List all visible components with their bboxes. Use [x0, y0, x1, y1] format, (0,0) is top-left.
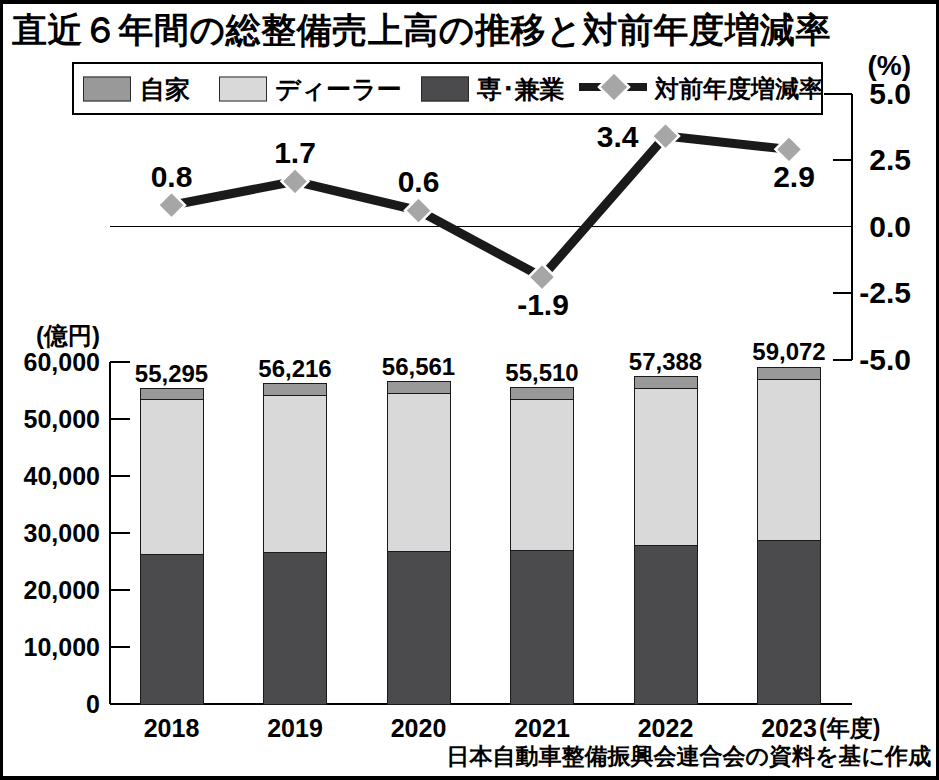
bar-total-label: 56,561: [382, 353, 455, 380]
bar-segment-sen_kengyo: [387, 551, 450, 704]
source-caption: 日本自動車整備振興会連合会の資料を基に作成: [446, 741, 931, 772]
bar-total-label: 55,295: [135, 360, 208, 387]
bar-segment-dealer: [511, 399, 574, 551]
bar-segment-dealer: [758, 380, 821, 541]
year-axis-suffix: (年度): [819, 715, 880, 741]
bar-segment-jika: [387, 382, 450, 394]
year-label: 2018: [144, 714, 200, 742]
bar-segment-dealer: [634, 389, 697, 546]
bar-segment-sen_kengyo: [140, 554, 203, 704]
rate-marker: [282, 168, 309, 195]
rate-marker: [776, 136, 803, 163]
left-axis-tick-label: 20,000: [24, 576, 100, 604]
bar-total-label: 59,072: [752, 338, 825, 365]
left-axis-tick-label: 60,000: [24, 348, 100, 376]
bar-segment-dealer: [264, 396, 327, 553]
rate-line: [172, 136, 790, 277]
year-label: 2021: [514, 714, 570, 742]
rate-value-label: 3.4: [597, 120, 639, 153]
left-axis-tick-label: 0: [86, 690, 100, 718]
year-label: 2019: [267, 714, 323, 742]
bar-segment-sen_kengyo: [511, 551, 574, 704]
bar-segment-sen_kengyo: [758, 540, 821, 704]
year-label: 2022: [638, 714, 694, 742]
right-axis-tick-label: 2.5: [869, 143, 911, 176]
bar-total-label: 56,216: [258, 355, 331, 382]
bar-segment-jika: [634, 377, 697, 389]
rate-value-label: 2.9: [773, 160, 815, 193]
rate-value-label: 0.8: [151, 160, 193, 193]
year-label: 2020: [391, 714, 447, 742]
bar-segment-dealer: [140, 400, 203, 554]
right-axis-tick-label: 5.0: [869, 77, 911, 110]
bar-segment-sen_kengyo: [264, 553, 327, 704]
rate-value-label: -1.9: [517, 288, 569, 321]
left-axis-tick-label: 30,000: [24, 519, 100, 547]
year-label: 2023: [761, 714, 817, 742]
bar-segment-sen_kengyo: [634, 546, 697, 704]
bar-segment-jika: [758, 367, 821, 379]
left-axis-tick-label: 40,000: [24, 462, 100, 490]
chart-canvas: 0 10,000 20,000 30,000 40,000 50,000 60,000(億円…: [0, 0, 939, 780]
bar-total-label: 57,388: [629, 348, 702, 375]
bar-total-label: 55,510: [505, 359, 578, 386]
bar-segment-dealer: [387, 393, 450, 551]
left-axis-tick-label: 50,000: [24, 405, 100, 433]
right-axis-tick-label: -2.5: [859, 276, 911, 309]
bar-segment-jika: [511, 388, 574, 399]
right-axis-tick-label: -5.0: [859, 343, 911, 376]
rate-value-label: 1.7: [274, 136, 316, 169]
bar-segment-jika: [140, 389, 203, 400]
rate-marker: [158, 192, 185, 219]
rate-value-label: 0.6: [398, 165, 440, 198]
right-axis-unit-label: (%): [867, 50, 911, 81]
bar-segment-jika: [264, 384, 327, 396]
right-axis-tick-label: 0.0: [869, 210, 911, 243]
left-axis-unit-label: (億円): [36, 322, 100, 349]
left-axis-tick-label: 10,000: [24, 633, 100, 661]
